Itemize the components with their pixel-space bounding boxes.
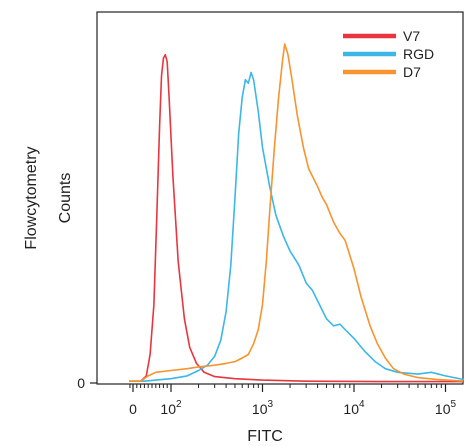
y-axis-title-line-2: Counts bbox=[57, 173, 74, 224]
plot-frame bbox=[96, 11, 464, 385]
x-tick-label-2: 103 bbox=[252, 399, 274, 417]
x-tick-label-3: 104 bbox=[343, 399, 365, 417]
series-line-d7 bbox=[129, 43, 464, 382]
x-tick-label-1: 102 bbox=[160, 399, 182, 417]
y-tick-label-0: 0 bbox=[77, 375, 85, 391]
legend-label-rgd: RGD bbox=[403, 46, 434, 62]
series-line-v7 bbox=[129, 53, 463, 383]
legend-label-d7: D7 bbox=[403, 64, 421, 80]
series-line-rgd bbox=[129, 71, 464, 382]
x-tick-label-4: 105 bbox=[435, 399, 457, 417]
x-tick-label-0: 0 bbox=[129, 401, 137, 417]
legend-label-v7: V7 bbox=[403, 28, 420, 44]
y-axis-title-line-1: Flowcytometry bbox=[23, 146, 40, 249]
x-axis-title: FITC bbox=[247, 428, 283, 445]
